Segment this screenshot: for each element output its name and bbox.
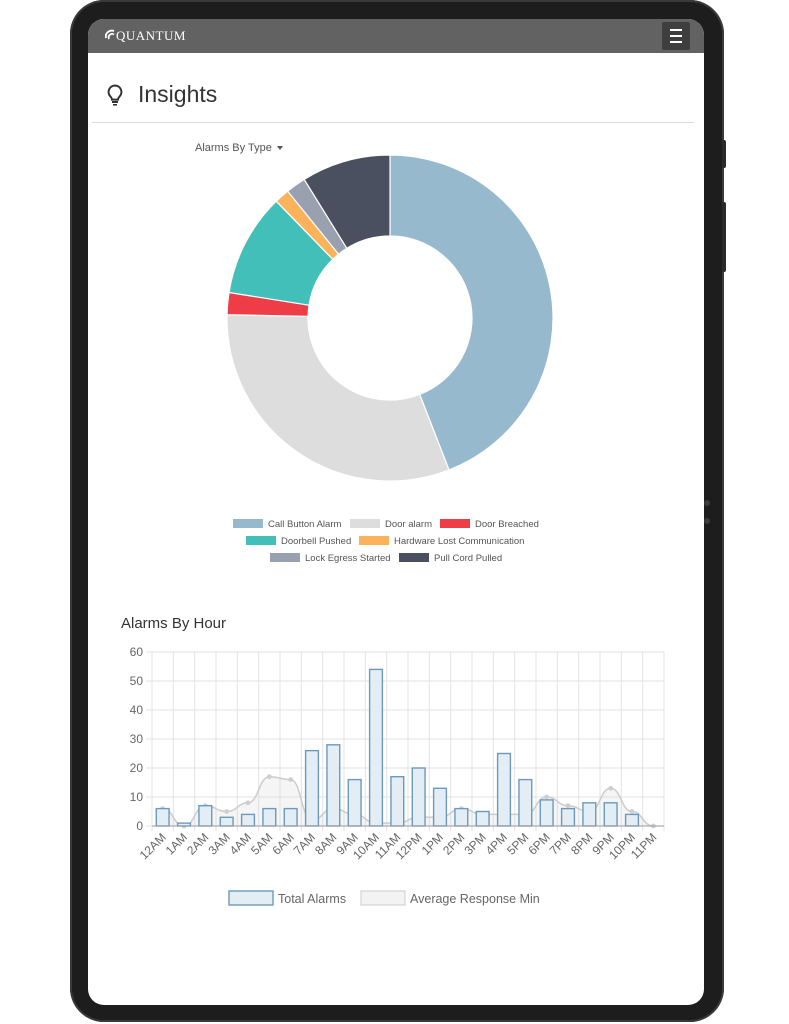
x-tick-label: 8PM [568,830,595,857]
bar [390,775,405,827]
bar [582,802,597,827]
alarms-by-type-donut-chart: Call Button Alarm Door alarm Door Breached… [226,155,554,564]
x-tick-label: 4PM [483,830,510,857]
x-tick-label: 7AM [291,830,318,857]
bar [283,807,298,827]
x-tick-label: 5AM [248,830,275,857]
tablet-camera [704,500,710,506]
bar [518,778,533,827]
bar [539,799,554,827]
response-point [565,803,571,809]
signal-wave-icon [104,29,115,40]
x-tick-label: 7PM [547,830,574,857]
x-tick-label: 1AM [163,830,190,857]
response-point [245,800,251,806]
lightbulb-icon [107,83,123,106]
bar [304,749,320,827]
legend-label: Doorbell Pushed [281,536,351,547]
tablet-volume-button [722,202,726,272]
legend-label: Call Button Alarm [268,519,341,530]
tablet-sensor [704,518,710,524]
page-title: Insights [138,81,218,107]
bar [198,804,213,827]
y-tick-label: 40 [130,703,144,717]
legend-label: Pull Cord Pulled [434,553,502,564]
bar [347,778,362,827]
y-tick-label: 20 [130,761,144,775]
donut-slice [303,155,391,250]
x-tick-label: 8AM [312,830,339,857]
x-tick-label: 5PM [504,830,531,857]
bar [496,752,512,827]
legend-label: Door Breached [475,519,539,530]
legend-swatch [399,553,429,562]
bar [603,802,618,827]
logo-text: QUANTUM [116,28,186,43]
legend-label: Lock Egress Started [305,553,391,564]
hamburger-menu-button[interactable] [662,22,690,50]
bar [560,807,576,827]
alarms-by-hour-chart: 010203040506012AM1AM2AM3AM4AM5AM6AM7AM8A… [130,645,665,906]
top-navbar: QUANTUM [88,19,704,53]
legend-swatch [350,519,380,528]
chart-type-dropdown[interactable]: Alarms By Type [195,142,283,154]
legend-label: Average Response Min [410,892,540,906]
app-screen: QUANTUM Insights Alarms By Type Call But… [88,19,704,1005]
tablet-side-button [722,140,726,168]
response-point [224,809,230,814]
dropdown-label: Alarms By Type [195,142,272,154]
legend-swatch [233,519,263,528]
x-tick-label: 2PM [440,830,467,857]
legend-label: Total Alarms [278,892,346,906]
caret-down-icon [276,146,283,150]
x-tick-label: 3AM [205,830,232,857]
y-tick-label: 0 [136,819,143,833]
y-tick-label: 60 [130,645,144,659]
quantum-logo[interactable]: QUANTUM [104,25,186,47]
x-tick-label: 1PM [419,830,446,857]
bar [155,807,170,827]
donut-slice [226,314,450,482]
response-point [544,794,550,800]
bar [219,816,234,827]
bar [432,787,448,827]
legend-swatch [246,536,276,545]
bar [368,668,384,827]
bar [411,767,426,827]
legend-swatch [270,553,300,562]
x-tick-label: 4AM [227,830,254,857]
legend-swatch [440,519,470,528]
y-tick-label: 50 [130,674,144,688]
response-point [608,785,614,791]
donut-slice [389,155,554,471]
legend-swatch [359,536,389,545]
bar [624,813,640,827]
page-header: Insights [106,81,217,108]
y-tick-label: 10 [130,790,144,804]
response-point [629,809,635,814]
response-point [288,777,294,782]
x-tick-label: 2AM [184,830,211,857]
y-tick-label: 30 [130,732,144,746]
header-divider [92,122,694,123]
response-point [266,774,272,780]
x-tick-label: 6PM [525,830,552,857]
legend-label: Door alarm [385,519,432,530]
hour-chart-title: Alarms By Hour [121,615,227,632]
bar [240,813,256,827]
bar [262,807,277,827]
bar [326,744,341,827]
menu-icon [670,27,682,45]
bar [475,810,490,827]
legend-swatch [360,890,406,906]
legend-label: Hardware Lost Communication [394,536,524,547]
x-tick-label: 6AM [269,830,296,857]
bar [454,807,469,827]
legend-swatch [228,890,274,906]
x-tick-label: 3PM [461,830,488,857]
